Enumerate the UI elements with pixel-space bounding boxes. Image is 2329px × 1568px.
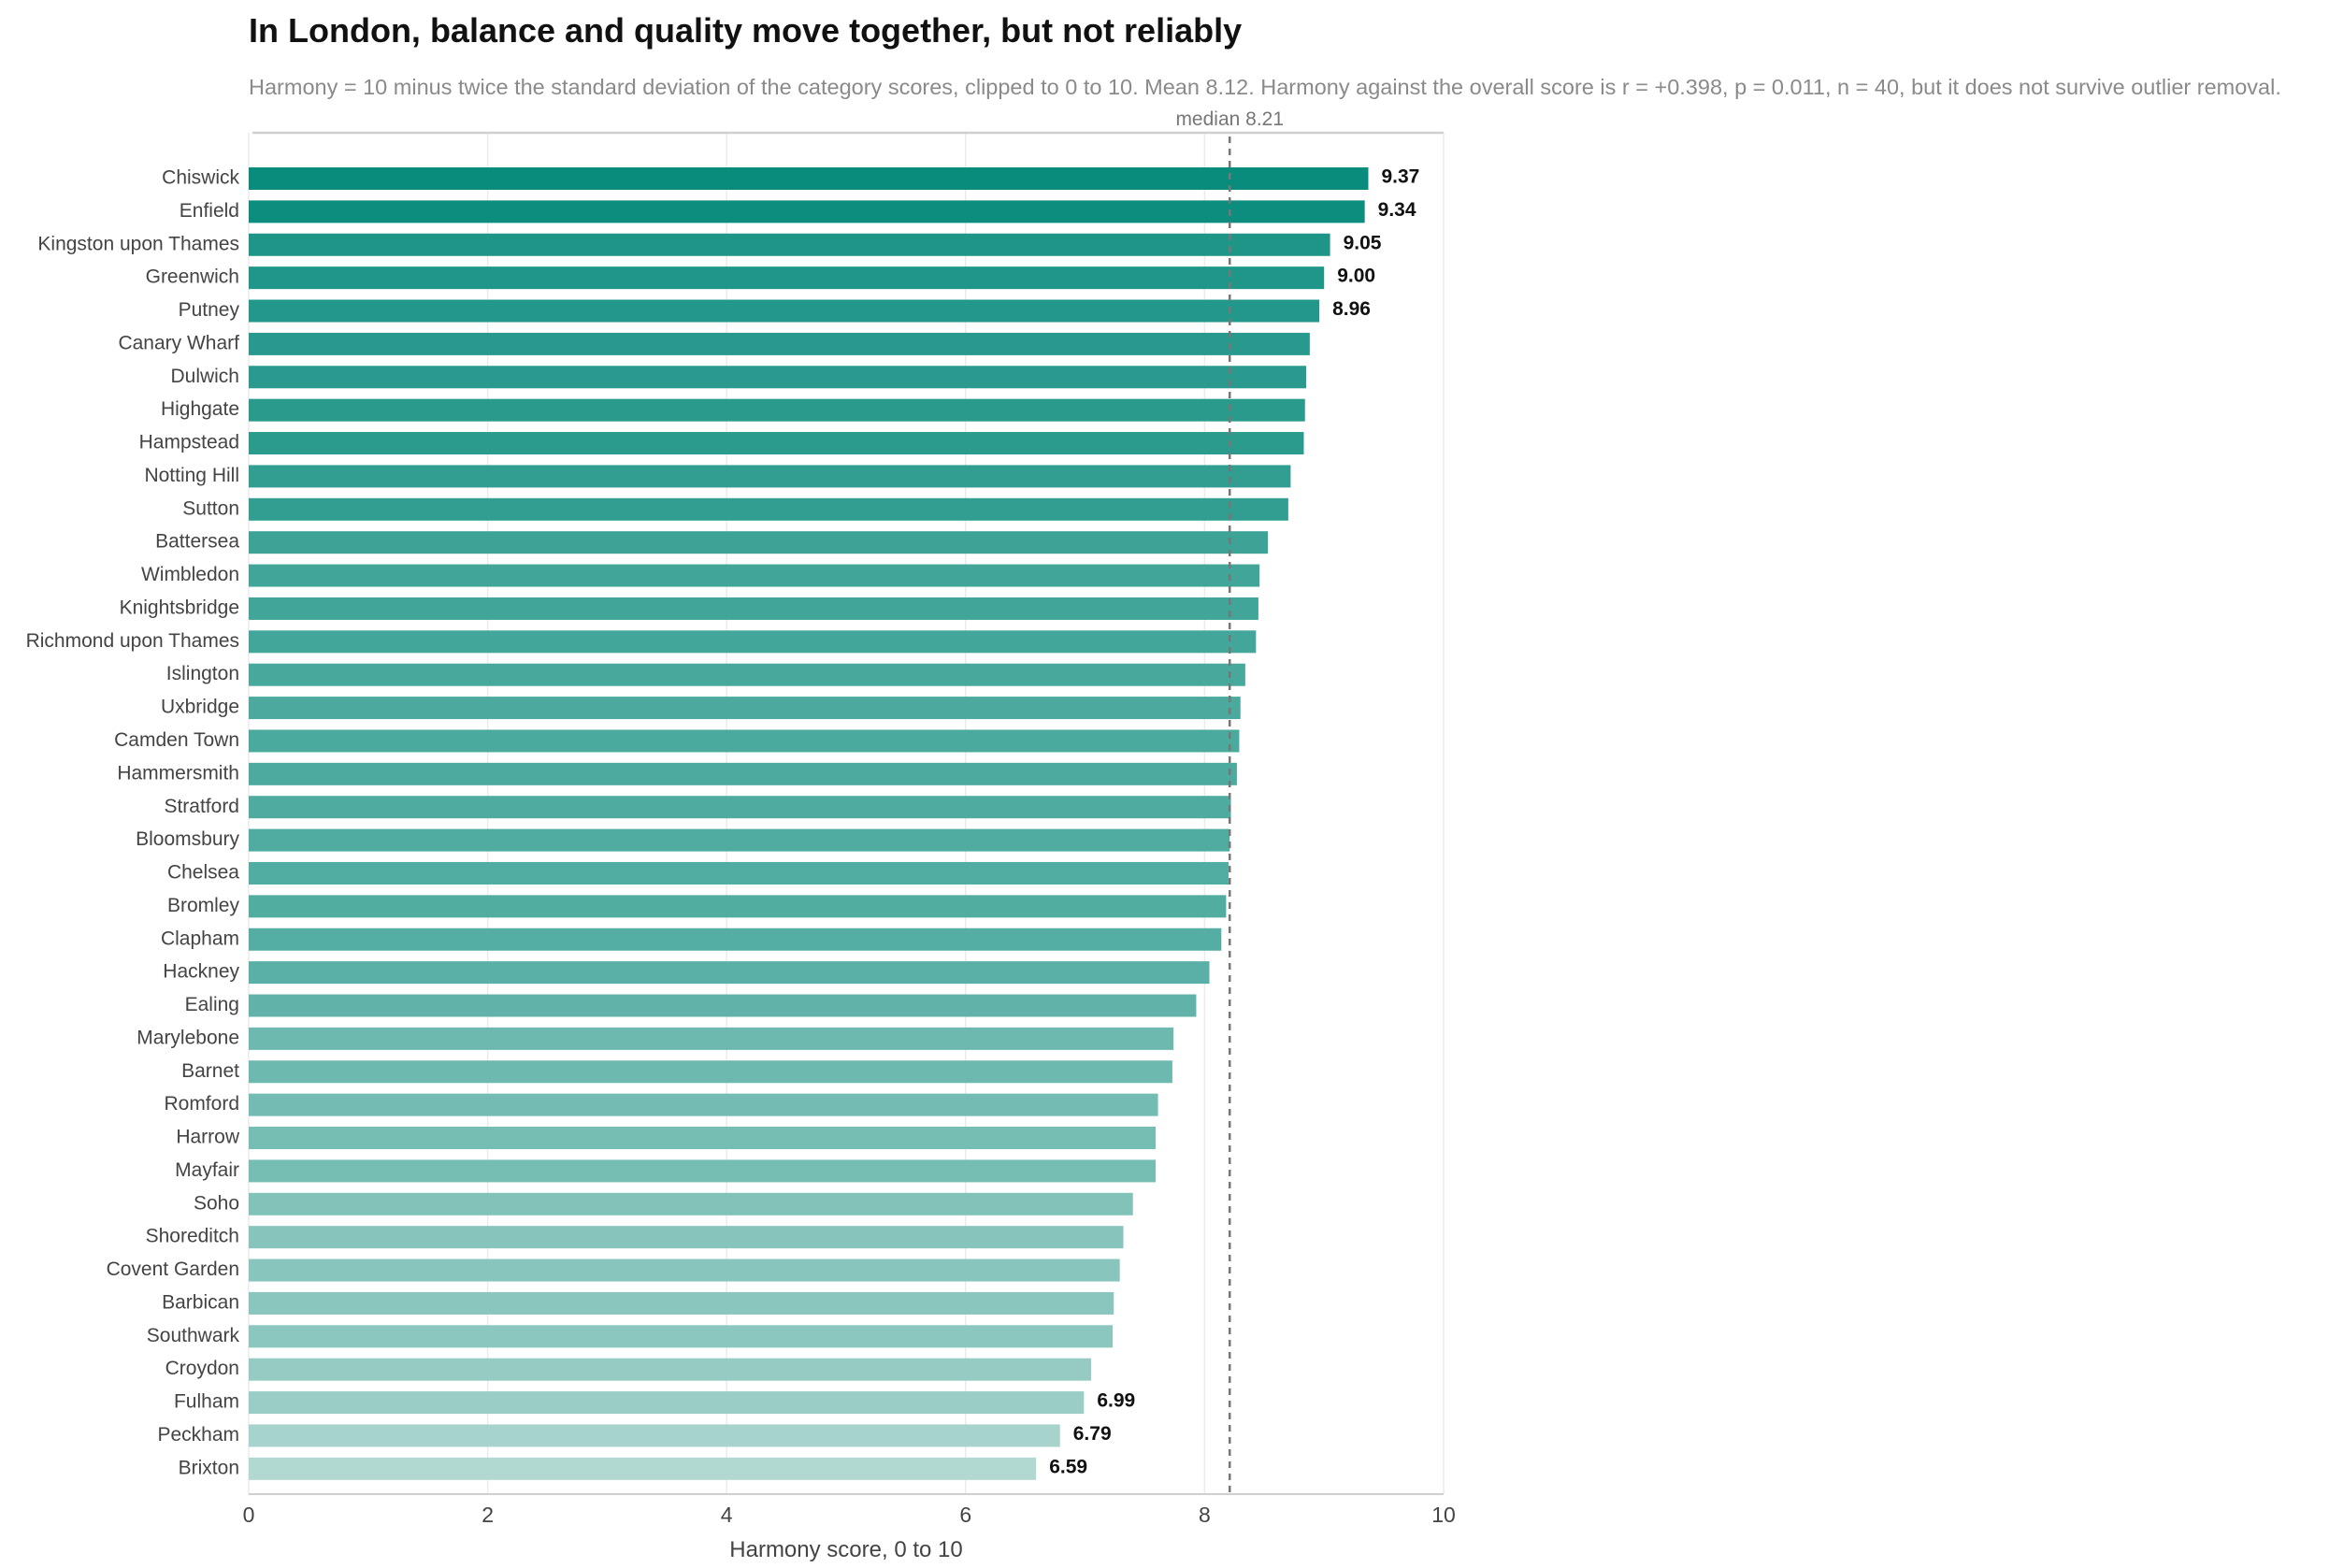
bar-southwark — [249, 1325, 1113, 1348]
bar-marylebone — [249, 1027, 1174, 1050]
value-label-greenwich: 9.00 — [1337, 266, 1375, 287]
category-label-chelsea: Chelsea — [167, 862, 239, 884]
category-label-bromley: Bromley — [167, 895, 240, 916]
x-tick-label-5: 10 — [1431, 1503, 1456, 1527]
bar-chelsea — [249, 861, 1229, 885]
category-label-dulwich: Dulwich — [170, 366, 239, 387]
bar-uxbridge — [249, 697, 1241, 720]
bar-covent-garden — [249, 1259, 1120, 1282]
category-label-canary-wharf: Canary Wharf — [118, 332, 239, 353]
value-label-putney: 8.96 — [1332, 298, 1371, 320]
category-label-barbican: Barbican — [162, 1291, 239, 1313]
category-label-hampstead: Hampstead — [139, 432, 239, 453]
bar-richmond-upon-thames — [249, 630, 1257, 654]
value-label-brixton: 6.59 — [1049, 1456, 1087, 1477]
bar-romford — [249, 1093, 1158, 1116]
category-label-brixton: Brixton — [179, 1457, 239, 1478]
category-label-southwark: Southwark — [147, 1325, 240, 1346]
bar-hammersmith — [249, 762, 1237, 785]
bar-barbican — [249, 1291, 1114, 1315]
bar-sutton — [249, 497, 1288, 521]
category-label-sutton: Sutton — [182, 497, 239, 519]
bar-camden-town — [249, 729, 1240, 753]
bar-shoreditch — [249, 1226, 1124, 1249]
category-label-shoreditch: Shoreditch — [146, 1226, 239, 1247]
category-label-stratford: Stratford — [164, 796, 239, 817]
bar-bromley — [249, 895, 1227, 918]
category-label-mayfair: Mayfair — [175, 1159, 239, 1181]
median-label: median 8.21 — [1175, 108, 1284, 130]
bar-hampstead — [249, 432, 1304, 455]
value-label-peckham: 6.79 — [1073, 1423, 1112, 1445]
category-label-kingston-upon-thames: Kingston upon Thames — [37, 233, 239, 254]
bar-islington — [249, 663, 1245, 686]
value-label-enfield: 9.34 — [1378, 199, 1416, 221]
chart-title: In London, balance and quality move toge… — [249, 11, 1243, 50]
bar-ealing — [249, 994, 1197, 1017]
category-label-croydon: Croydon — [165, 1358, 239, 1379]
category-label-hammersmith: Hammersmith — [117, 762, 239, 784]
bar-enfield — [249, 200, 1365, 223]
x-tick-label-2: 4 — [721, 1503, 733, 1527]
x-tick-label-0: 0 — [243, 1503, 255, 1527]
x-tick-label-1: 2 — [482, 1503, 494, 1527]
x-tick-label-3: 6 — [959, 1503, 971, 1527]
category-label-chiswick: Chiswick — [162, 167, 239, 189]
chart-subtitle: Harmony = 10 minus twice the standard de… — [249, 75, 2281, 99]
category-label-wimbledon: Wimbledon — [141, 564, 239, 585]
x-axis-title: Harmony score, 0 to 10 — [729, 1537, 962, 1562]
category-label-richmond-upon-thames: Richmond upon Thames — [26, 630, 239, 652]
bar-wimbledon — [249, 564, 1260, 587]
bar-clapham — [249, 928, 1222, 951]
bar-fulham — [249, 1391, 1085, 1415]
category-label-knightsbridge: Knightsbridge — [120, 597, 239, 618]
category-label-hackney: Hackney — [163, 961, 239, 983]
bar-croydon — [249, 1358, 1091, 1381]
bar-notting-hill — [249, 465, 1291, 488]
category-label-peckham: Peckham — [157, 1424, 239, 1446]
bar-knightsbridge — [249, 597, 1258, 620]
x-tick-label-4: 8 — [1199, 1503, 1211, 1527]
category-label-uxbridge: Uxbridge — [161, 697, 239, 718]
bar-hackney — [249, 961, 1210, 985]
bar-greenwich — [249, 266, 1325, 290]
bar-chiswick — [249, 167, 1369, 190]
value-label-fulham: 6.99 — [1097, 1390, 1135, 1412]
category-label-notting-hill: Notting Hill — [144, 465, 239, 486]
value-label-kingston-upon-thames: 9.05 — [1344, 232, 1382, 253]
category-label-battersea: Battersea — [155, 531, 239, 553]
category-label-highgate: Highgate — [161, 398, 239, 420]
bar-barnet — [249, 1060, 1172, 1084]
bar-highgate — [249, 398, 1305, 422]
category-label-harrow: Harrow — [176, 1127, 240, 1148]
category-label-clapham: Clapham — [161, 928, 239, 949]
bar-battersea — [249, 531, 1269, 554]
category-label-greenwich: Greenwich — [146, 266, 239, 288]
category-label-bloomsbury: Bloomsbury — [136, 828, 239, 850]
bar-mayfair — [249, 1159, 1157, 1183]
category-label-romford: Romford — [164, 1093, 239, 1115]
bar-peckham — [249, 1424, 1060, 1447]
category-label-barnet: Barnet — [181, 1060, 239, 1082]
bar-putney — [249, 299, 1320, 323]
category-label-fulham: Fulham — [174, 1391, 239, 1413]
bar-dulwich — [249, 366, 1307, 389]
bar-soho — [249, 1192, 1133, 1216]
category-label-covent-garden: Covent Garden — [107, 1259, 239, 1280]
bar-harrow — [249, 1127, 1157, 1150]
bar-stratford — [249, 796, 1231, 819]
category-label-enfield: Enfield — [180, 200, 239, 222]
category-label-putney: Putney — [179, 299, 240, 321]
bar-brixton — [249, 1457, 1037, 1480]
category-label-islington: Islington — [166, 663, 239, 684]
category-label-marylebone: Marylebone — [137, 1027, 239, 1048]
bar-bloomsbury — [249, 828, 1230, 852]
category-label-soho: Soho — [194, 1192, 239, 1214]
category-label-camden-town: Camden Town — [114, 729, 239, 751]
bar-kingston-upon-thames — [249, 233, 1330, 256]
category-label-ealing: Ealing — [185, 994, 239, 1015]
bar-canary-wharf — [249, 332, 1310, 355]
value-label-chiswick: 9.37 — [1381, 166, 1419, 188]
